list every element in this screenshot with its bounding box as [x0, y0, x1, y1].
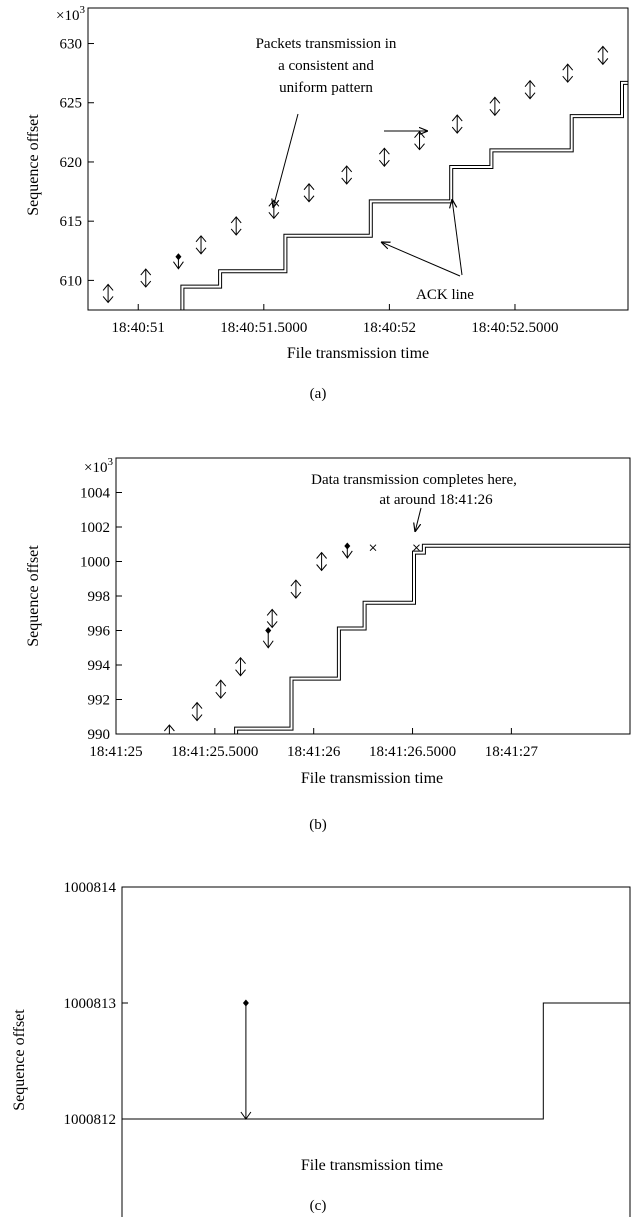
- annotation-packets-line3: uniform pattern: [279, 80, 373, 96]
- packet-marker: [414, 130, 425, 151]
- retransmission-marker: [173, 253, 184, 270]
- x-tick-label: 18:41:25: [89, 744, 142, 760]
- annotation-packets-line2: a consistent and: [278, 58, 374, 74]
- cross-marker: [413, 544, 420, 552]
- y-ticks-a: 610 615 620 625 630: [60, 37, 94, 289]
- annotation-completes-line2: at around 18:41:26: [379, 492, 493, 508]
- y-tick-label: 630: [60, 37, 83, 53]
- packet-marker: [378, 147, 390, 168]
- x-tick-label: 18:40:52.5000: [471, 320, 558, 336]
- y-tick-label: 994: [88, 658, 111, 674]
- packet-marker: [102, 283, 114, 304]
- packet-marker: [195, 235, 207, 255]
- x-tick-label: 18:40:52: [363, 320, 416, 336]
- y-multiplier-b: ×103: [84, 456, 113, 476]
- y-tick-label: 1000: [80, 555, 110, 571]
- packet-marker: [290, 579, 302, 599]
- x-ticks-b: 18:41:25 18:41:25.5000 18:41:26 18:41:26.50…: [89, 728, 539, 760]
- annotation-completes-arrow: [415, 507, 422, 532]
- x-tick-label: 18:41:26: [287, 744, 341, 760]
- packet-marker: [235, 656, 246, 677]
- packet-marker: [489, 96, 501, 117]
- y-ticks-c: 1000811100081210008131000814: [64, 880, 128, 1128]
- y-axis-label-b: Sequence offset: [25, 545, 42, 647]
- annotation-packets-arrow-2: [273, 113, 299, 208]
- retransmission-marker: [240, 999, 252, 1120]
- marks-b: [163, 542, 630, 734]
- packet-marker: [215, 679, 227, 699]
- annotation-ack-label: ACK line: [416, 287, 474, 303]
- annotation-ack-arrow-2: [452, 199, 463, 276]
- y-tick-label: 998: [88, 589, 111, 605]
- x-axis-label-c: File transmission time: [301, 1157, 443, 1174]
- packet-marker: [230, 216, 242, 236]
- panel-label-b: (b): [309, 817, 327, 833]
- plot-area-c: [121, 886, 631, 1217]
- retransmission-marker: [262, 627, 274, 649]
- packet-marker: [562, 63, 574, 83]
- y-tick-label: 625: [60, 96, 83, 112]
- annotation-completes: Data transmission completes here, at aro…: [311, 472, 517, 532]
- annotation-ack-arrow-1: [381, 242, 461, 277]
- annotation-packets: Packets transmission in a consistent and…: [256, 36, 428, 208]
- y-axis-label-c: Sequence offset: [11, 1009, 28, 1111]
- packet-marker: [316, 551, 327, 572]
- panel-a: ×103 610 615 620 625 630 18:40:51 18:40:51.50…: [25, 4, 629, 402]
- ack-step-line: [234, 543, 630, 734]
- y-tick-label: 1000812: [64, 1112, 117, 1128]
- y-tick-label: 615: [60, 214, 83, 230]
- packet-marker: [597, 45, 609, 66]
- packet-marker: [451, 114, 463, 134]
- annotation-ack: ACK line: [381, 199, 474, 303]
- x-tick-label: 18:41:27: [485, 744, 539, 760]
- packet-marker: [341, 165, 353, 185]
- y-tick-label: 1002: [80, 520, 110, 536]
- x-axis-label-b: File transmission time: [301, 770, 443, 787]
- packet-marker: [524, 79, 536, 100]
- retransmission-marker: [341, 542, 353, 559]
- panel-label-a: (a): [310, 386, 327, 402]
- x-ticks-a: 18:40:51 18:40:51.5000 18:40:52 18:40:52.50…: [112, 304, 559, 336]
- panel-label-c: (c): [310, 1198, 327, 1214]
- x-tick-label: 18:41:25.5000: [171, 744, 258, 760]
- panel-c: 1000811100081210008131000814 18:42:06.53…: [11, 880, 631, 1217]
- plot-area-a: [87, 7, 629, 311]
- x-tick-label: 18:40:51: [112, 320, 165, 336]
- marks-c: [122, 999, 630, 1120]
- x-tick-label: 18:40:51.5000: [220, 320, 307, 336]
- y-tick-label: 992: [88, 693, 111, 709]
- ack-step-line: [122, 1002, 630, 1120]
- y-tick-label: 990: [88, 727, 111, 743]
- annotation-packets-line1: Packets transmission in: [256, 36, 397, 52]
- y-tick-label: 610: [60, 273, 83, 289]
- y-tick-label: 1000814: [64, 880, 117, 896]
- panel-b: ×103 990 992 994 996 998 1000 1002 1004 18:41:2…: [25, 456, 631, 833]
- y-tick-label: 1004: [80, 486, 111, 502]
- packet-marker: [303, 182, 315, 203]
- packet-marker: [191, 701, 203, 722]
- annotation-completes-line1: Data transmission completes here,: [311, 472, 517, 488]
- x-axis-label-a: File transmission time: [287, 345, 429, 362]
- plot-area-b: [115, 457, 631, 735]
- ack-step-line: [180, 80, 628, 310]
- y-tick-label: 996: [88, 624, 111, 640]
- cross-marker: [369, 544, 377, 552]
- packet-marker: [140, 268, 152, 288]
- x-tick-label: 18:41:26.5000: [369, 744, 456, 760]
- y-ticks-b: 990 992 994 996 998 1000 1002 1004: [80, 486, 122, 743]
- packet-marker: [266, 608, 278, 629]
- y-tick-label: 1000813: [64, 996, 117, 1012]
- y-multiplier-a: ×103: [56, 4, 85, 24]
- packet-marker: [163, 724, 175, 734]
- y-tick-label: 620: [60, 155, 83, 171]
- y-axis-label-a: Sequence offset: [25, 114, 42, 216]
